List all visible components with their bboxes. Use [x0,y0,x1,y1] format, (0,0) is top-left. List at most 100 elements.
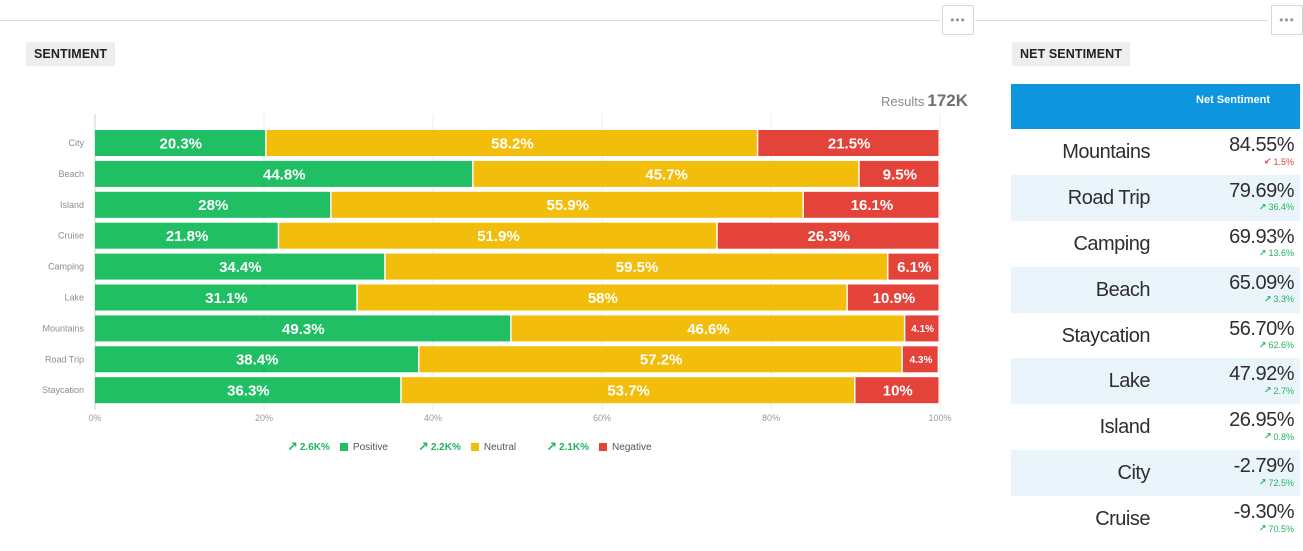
bar-value-label: 4.1% [911,324,934,335]
net-sentiment-row[interactable]: Mountains 84.55% ↙ 1.5% [1011,129,1300,175]
bar-value-label: 36.3% [227,383,270,400]
row-change: ↗ 2.7% [1263,385,1294,396]
bar-segment-positive[interactable] [95,191,331,218]
bar-value-label: 46.6% [687,321,730,338]
row-value: 47.92% [1229,363,1294,386]
bar-segment-neutral[interactable] [279,222,717,249]
legend-item-positive[interactable]: Positive [339,442,388,453]
trend-up-icon: ↗ [1258,247,1267,258]
trend-up-icon: ↗ [1263,293,1272,304]
category-label: Cruise [58,231,84,241]
bar-segment-neutral[interactable] [511,315,904,342]
bar-segment-positive[interactable] [95,253,385,280]
row-change: ↗ 13.6% [1258,247,1294,259]
row-name: Lake [1108,370,1151,393]
row-name: Camping [1073,232,1150,255]
sentiment-panel-title: SENTIMENT [26,42,116,66]
bar-value-label: 31.1% [205,290,248,307]
net-sentiment-row[interactable]: Road Trip 79.69% ↗ 36.4% [1011,174,1300,221]
bar-segment-positive[interactable] [95,315,511,342]
bar-segment-neutral[interactable] [473,160,859,187]
net-sentiment-header: Net Sentiment [1011,84,1300,129]
bar-segment-positive[interactable] [95,346,418,373]
bar-segment-positive[interactable] [95,130,266,156]
row-name: Beach [1095,278,1151,301]
bar-value-label: 10% [883,383,913,400]
ellipsis-icon: ••• [1279,13,1295,27]
trend-up-icon: ↗ [287,439,298,454]
net-sentiment-panel-title: NET SENTIMENT [1012,42,1130,66]
row-change: ↗ 72.5% [1258,477,1294,488]
bar-value-label: 53.7% [607,383,650,400]
bar-segment-negative[interactable] [855,377,939,404]
trend-up-icon: ↗ [1263,385,1272,396]
bar-value-label: 38.4% [236,352,279,369]
category-label: Mountains [42,323,84,333]
bar-segment-neutral[interactable] [331,191,803,218]
net-sentiment-row[interactable]: Lake 47.92% ↗ 2.7% [1011,358,1300,405]
results-value: 172K [927,91,968,110]
bar-value-label: 58.2% [491,135,534,152]
legend-item-negative[interactable]: Negative [599,442,652,453]
net-sentiment-row[interactable]: Camping 69.93% ↗ 13.6% [1011,221,1300,267]
chart-legend: ↗ 2.6K% Positive ↗ 2.2K% Neutral ↗ 2.1K% Ne… [287,439,682,455]
trend-down-icon: ↙ [1263,156,1272,166]
legend-swatch-positive [339,443,348,451]
sentiment-menu-button[interactable]: ••• [942,5,974,35]
bar-segment-neutral[interactable] [385,253,887,280]
bar-segment-negative[interactable] [905,315,939,342]
bar-segment-negative[interactable] [888,253,939,280]
bar-value-label: 45.7% [645,166,688,183]
row-change: ↗ 3.3% [1263,293,1294,305]
trend-up-icon: ↗ [417,439,429,454]
results-count: Results 172K [881,91,968,111]
bar-segment-positive[interactable] [95,222,278,249]
bar-segment-neutral[interactable] [266,130,757,156]
row-change: ↗ 62.6% [1258,339,1294,351]
net-sentiment-row[interactable]: Cruise -9.30% ↗ 70.5% [1011,496,1300,542]
bar-segment-positive[interactable] [95,160,473,187]
trend-up-icon: ↗ [1258,201,1267,212]
bar-segment-neutral[interactable] [357,284,847,311]
legend-swatch-neutral [470,443,479,451]
row-value: 84.55% [1229,134,1294,156]
bar-segment-negative[interactable] [859,160,939,187]
bar-segment-negative[interactable] [758,130,939,156]
bar-value-label: 57.2% [640,352,683,369]
bar-segment-neutral[interactable] [401,377,854,404]
legend-item-neutral[interactable]: Neutral [470,442,516,453]
bar-value-label: 6.1% [897,259,931,276]
trend-up-icon: ↗ [546,439,558,454]
category-label: Beach [58,169,84,179]
category-label: Lake [64,293,84,303]
bar-value-label: 44.8% [263,166,306,183]
net-sentiment-row[interactable]: Island 26.95% ↗ 0.8% [1011,404,1300,450]
row-change: ↗ 36.4% [1258,201,1294,213]
legend-change-positive: ↗ 2.6K% [287,439,330,454]
bar-segment-negative[interactable] [902,346,938,373]
net-sentiment-row[interactable]: City -2.79% ↗ 72.5% [1011,450,1300,497]
net-sentiment-menu-button[interactable]: ••• [1271,5,1303,35]
category-label: Staycation [42,385,84,395]
row-name: Staycation [1061,324,1151,347]
category-label: Island [60,200,84,210]
row-value: 56.70% [1229,317,1294,340]
bar-segment-negative[interactable] [717,222,939,249]
row-name: City [1117,462,1151,485]
bar-value-label: 9.5% [883,166,917,183]
bar-segment-positive[interactable] [95,284,357,311]
top-divider [0,20,940,21]
bar-segment-negative[interactable] [803,191,939,218]
bar-value-label: 28% [198,197,228,214]
trend-up-icon: ↗ [1258,477,1267,488]
category-label: Road Trip [45,354,84,364]
row-change: ↙ 1.5% [1263,156,1294,167]
net-sentiment-row[interactable]: Staycation 56.70% ↗ 62.6% [1011,313,1300,359]
net-sentiment-row[interactable]: Beach 65.09% ↗ 3.3% [1011,266,1300,313]
bar-segment-positive[interactable] [95,377,401,404]
bar-segment-negative[interactable] [847,284,939,311]
row-value: -2.79% [1233,455,1295,478]
bar-segment-neutral[interactable] [419,346,902,373]
legend-change-neutral: ↗ 2.2K% [417,439,461,454]
bar-value-label: 21.5% [828,135,871,152]
